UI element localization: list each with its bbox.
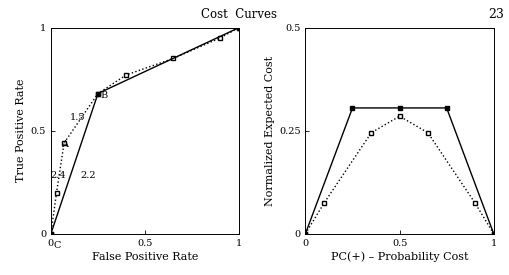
- Text: 2.2: 2.2: [80, 172, 96, 180]
- X-axis label: False Positive Rate: False Positive Rate: [92, 252, 198, 262]
- Y-axis label: True Positive Rate: True Positive Rate: [16, 79, 26, 182]
- Text: 1.5: 1.5: [70, 113, 85, 122]
- Text: Cost  Curves: Cost Curves: [201, 8, 277, 21]
- X-axis label: PC(+) – Probability Cost: PC(+) – Probability Cost: [331, 252, 468, 262]
- Text: 23: 23: [488, 8, 504, 21]
- Text: C: C: [54, 241, 61, 250]
- Text: A: A: [61, 139, 68, 149]
- Text: B: B: [101, 91, 108, 100]
- Y-axis label: Normalized Expected Cost: Normalized Expected Cost: [265, 56, 275, 206]
- Text: 2.4: 2.4: [50, 172, 66, 180]
